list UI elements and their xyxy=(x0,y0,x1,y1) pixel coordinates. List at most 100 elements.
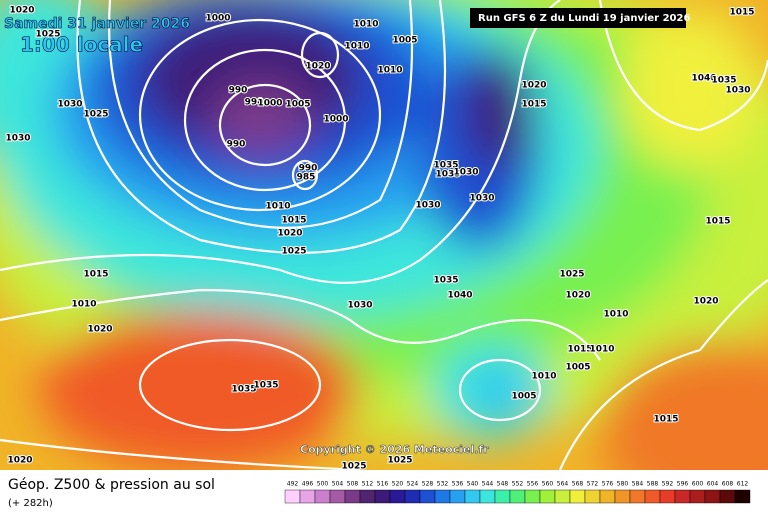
legend-tick-label: 504 xyxy=(332,481,344,488)
isobar-label: 1000 xyxy=(257,99,282,109)
isobar-label: 1015 xyxy=(705,217,730,227)
legend-swatch xyxy=(344,489,361,504)
legend-tick-label: 608 xyxy=(722,481,734,488)
legend-tick-label: 516 xyxy=(377,481,389,488)
isobar-label: 985 xyxy=(297,173,316,183)
isobar-label: 1035 xyxy=(253,381,278,391)
isobar-label: 1040 xyxy=(691,74,716,84)
legend-swatch xyxy=(599,489,616,504)
isobar-label: 1025 xyxy=(281,247,306,257)
legend-swatch xyxy=(284,489,301,504)
legend-swatch xyxy=(419,489,436,504)
isobar-label: 1035 xyxy=(433,161,458,171)
legend-tick-label: 564 xyxy=(557,481,569,488)
local-time: 1:00 locale xyxy=(20,33,143,57)
isobar-label: 1025 xyxy=(83,110,108,120)
isobar-label: 1035 xyxy=(435,170,460,180)
legend-tick-label: 548 xyxy=(497,481,509,488)
legend-swatch xyxy=(734,489,751,504)
legend-swatch xyxy=(644,489,661,504)
legend-swatch xyxy=(509,489,526,504)
isobar-label: 990 xyxy=(245,98,264,108)
isobar-label: 1030 xyxy=(347,301,372,311)
footer-title: Géop. Z500 & pression au sol xyxy=(8,477,215,493)
legend-tick-label: 508 xyxy=(347,481,359,488)
legend-swatch xyxy=(359,489,376,504)
isobar-label: 1005 xyxy=(565,363,590,373)
legend-swatch xyxy=(314,489,331,504)
legend-swatch xyxy=(584,489,601,504)
isobar-label: 1010 xyxy=(589,345,614,355)
run-box xyxy=(470,8,686,28)
legend-swatch xyxy=(494,489,511,504)
legend-tick-label: 512 xyxy=(362,481,374,488)
isobar-label: 1010 xyxy=(265,202,290,212)
legend-tick-label: 560 xyxy=(542,481,554,488)
isobar-label: 1025 xyxy=(559,270,584,280)
isobar-label: 1025 xyxy=(341,462,366,472)
legend-swatch xyxy=(539,489,556,504)
isobar-label: 1005 xyxy=(511,392,536,402)
legend-swatch xyxy=(329,489,346,504)
isobar-label: 1020 xyxy=(305,62,330,72)
isobar-label: 1030 xyxy=(453,168,478,178)
isobar-label: 1035 xyxy=(231,385,256,395)
isobar-label: 1015 xyxy=(653,415,678,425)
legend-swatch xyxy=(614,489,631,504)
isobar-label: 1030 xyxy=(415,201,440,211)
isobar-label: 1015 xyxy=(83,270,108,280)
isobar-label: 1010 xyxy=(377,66,402,76)
legend-swatch xyxy=(719,489,736,504)
isobar-label: 1030 xyxy=(725,86,750,96)
legend-swatch xyxy=(374,489,391,504)
legend-tick-label: 588 xyxy=(647,481,659,488)
legend-swatch xyxy=(434,489,451,504)
legend-tick-label: 576 xyxy=(602,481,614,488)
legend-swatch xyxy=(569,489,586,504)
legend-tick-label: 520 xyxy=(392,481,404,488)
isobar-label: 1020 xyxy=(87,325,112,335)
legend-swatch xyxy=(629,489,646,504)
isobar-label: 1025 xyxy=(35,30,60,40)
legend-tick-label: 492 xyxy=(287,481,299,488)
isobar-label: 1020 xyxy=(9,6,34,16)
isobar-label: 1015 xyxy=(521,100,546,110)
copyright: Copyright © 2026 Meteociel.fr xyxy=(300,443,489,456)
isobar-label: 1010 xyxy=(603,310,628,320)
isobar-label: 990 xyxy=(299,164,318,174)
isobar-label: 1005 xyxy=(392,36,417,46)
isobar-label: 1030 xyxy=(469,194,494,204)
isobar-label: 990 xyxy=(229,86,248,96)
isobar-label: 990 xyxy=(227,140,246,150)
isobar-label: 1000 xyxy=(323,115,348,125)
legend-tick-label: 580 xyxy=(617,481,629,488)
isobar-label: 1015 xyxy=(729,8,754,18)
legend-swatch xyxy=(674,489,691,504)
isobars xyxy=(0,0,768,472)
legend-tick-label: 572 xyxy=(587,481,599,488)
isobar-label: 1025 xyxy=(387,456,412,466)
isobar-label: 1010 xyxy=(531,372,556,382)
legend-tick-label: 496 xyxy=(302,481,314,488)
legend-tick-label: 500 xyxy=(317,481,329,488)
run-info: Run GFS 6 Z du Lundi 19 janvier 2026 xyxy=(478,13,690,24)
isobar-label: 1035 xyxy=(711,76,736,86)
forecast-date: Samedi 31 janvier 2026 xyxy=(4,16,190,32)
isobar-label: 1015 xyxy=(567,345,592,355)
isobar-label: 1030 xyxy=(57,100,82,110)
isobar-label: 1010 xyxy=(344,42,369,52)
legend-tick-label: 540 xyxy=(467,481,479,488)
isobar-label: 1010 xyxy=(353,20,378,30)
legend-swatch xyxy=(659,489,676,504)
legend-tick-label: 584 xyxy=(632,481,644,488)
isobar-label: 1015 xyxy=(281,216,306,226)
legend-swatch xyxy=(554,489,571,504)
legend-swatch xyxy=(389,489,406,504)
legend-tick-label: 544 xyxy=(482,481,494,488)
isobar-label: 1030 xyxy=(5,134,30,144)
legend-swatch xyxy=(524,489,541,504)
isobar-label: 1020 xyxy=(693,297,718,307)
legend-tick-label: 536 xyxy=(452,481,464,488)
footer-lead: (+ 282h) xyxy=(8,498,53,509)
